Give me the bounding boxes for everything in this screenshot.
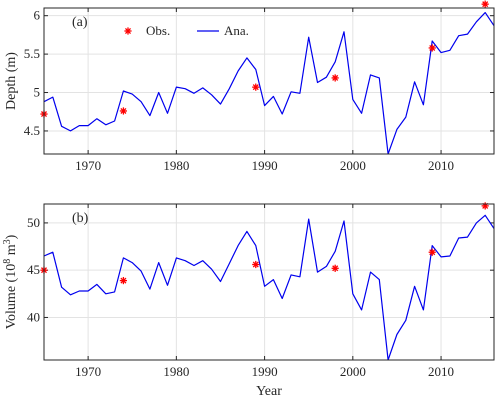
x-tick-label: 1970	[75, 158, 101, 173]
obs-point	[428, 44, 436, 52]
panel-a-depth: 1970 1980 1990 2000 2010 4.5 5 5.5 6 (a) Obs. Ana. D…	[4, 0, 495, 173]
x-tick-label: 1980	[163, 364, 189, 379]
plot-frame	[43, 203, 495, 361]
obs-point	[119, 276, 128, 285]
x-tick-label: 1990	[252, 364, 278, 379]
x-tick-label: 2010	[428, 364, 454, 379]
y-axis-label-superscript: 8	[2, 259, 13, 264]
x-tick-label: 2000	[340, 364, 366, 379]
plot-frame	[43, 7, 495, 155]
y-axis-label-part: Volume (10	[4, 264, 19, 329]
obs-point	[331, 264, 339, 272]
y-tick-label: 45	[27, 262, 40, 277]
star-stroke	[482, 1, 489, 8]
y-axis-label-depth: Depth (m)	[4, 52, 19, 110]
star-stroke	[332, 74, 339, 81]
x-tick-label: 2000	[340, 158, 366, 173]
obs-point	[331, 74, 339, 82]
star-stroke	[120, 277, 127, 284]
star-stroke	[252, 261, 259, 268]
panel-b-volume: 1970 1980 1990 2000 2010 40 45 50 (b) Volume (108…	[2, 202, 495, 399]
y-axis-label-part: m	[4, 244, 19, 259]
star-stroke	[429, 249, 436, 256]
star-stroke	[332, 265, 339, 272]
legend: Obs. Ana.	[124, 23, 249, 38]
y-tick-label: 5	[34, 85, 41, 100]
x-axis-label-year: Year	[256, 384, 282, 399]
x-tick-label: 1970	[75, 364, 101, 379]
y-tick-label: 50	[27, 215, 40, 230]
y-tick-label: 40	[27, 309, 40, 324]
y-axis-label-volume: Volume (108 m3)	[2, 234, 20, 329]
star-stroke	[429, 44, 436, 51]
obs-point	[119, 107, 128, 115]
obs-point	[252, 260, 260, 269]
star-stroke	[124, 27, 132, 35]
panel-label: (b)	[72, 211, 89, 226]
star-stroke	[120, 107, 127, 114]
star-stroke	[252, 84, 259, 91]
x-tick-label: 1980	[163, 158, 189, 173]
y-tick-label: 5.5	[24, 46, 40, 61]
y-axis-label-part: )	[4, 234, 19, 239]
legend-ana-label: Ana.	[224, 23, 249, 38]
legend-obs-label: Obs.	[146, 23, 170, 38]
obs-point	[481, 202, 489, 210]
panel-label: (a)	[72, 15, 88, 30]
x-tick-label: 1990	[252, 158, 278, 173]
x-tick-label: 2010	[428, 158, 454, 173]
legend-obs-marker	[124, 27, 132, 35]
obs-point	[428, 248, 436, 256]
y-axis-label-superscript: 3	[2, 239, 13, 244]
y-tick-label: 4.5	[24, 123, 40, 138]
y-tick-label: 6	[34, 8, 41, 23]
series-line-analysis	[44, 12, 494, 154]
obs-point	[481, 0, 489, 8]
series-line-analysis	[44, 214, 494, 360]
obs-point	[252, 83, 260, 91]
